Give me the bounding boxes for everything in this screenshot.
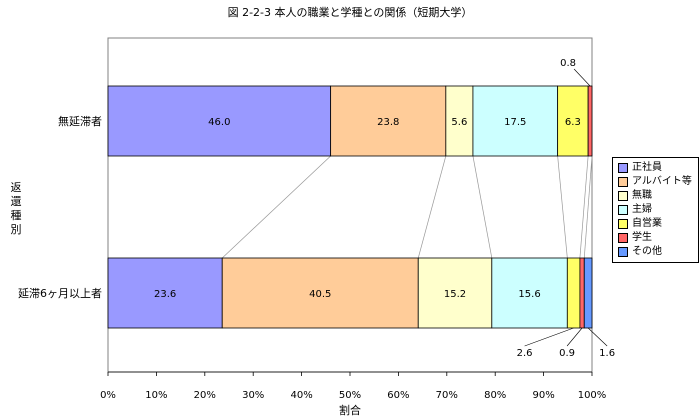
series-line [583,155,593,259]
series-line [221,155,331,259]
leader-line [524,327,574,347]
x-tick-label: 30% [242,390,264,401]
legend-swatch [618,177,628,187]
category-label: 無延滞者 [58,114,102,128]
bar-segment [417,257,493,329]
legend: 正社員アルバイト等 無職主婦自営業学生その他 [612,157,699,263]
value-labels: 46.0 23.8 5.6 17.5 6.3 0.8 23.6 40.5 15.2 15.6 2.6… [154,58,615,359]
legend-swatch [618,219,628,229]
x-tick-label: 40% [290,390,312,401]
x-tick-label: 60% [387,390,409,401]
leader-line [587,327,608,347]
x-axis-label: 割合 [339,403,361,417]
data-label: 6.3 [565,117,581,128]
y-axis-label-char: 返 [11,181,22,194]
x-tick-label: 90% [532,390,554,401]
x-tick-label: 80% [484,390,506,401]
series-lines [221,155,593,259]
series-line [579,155,589,259]
legend-label: その他 [632,246,662,257]
bar-segment [330,85,447,157]
leader-line [566,327,583,347]
leader-line [573,68,591,87]
legend-label: アルバイト等 [632,176,692,187]
bar-segment [221,257,419,329]
x-tick-label: 20% [194,390,216,401]
bar-segment [583,257,593,329]
data-label: 0.9 [559,348,575,359]
data-label: 15.6 [518,289,540,300]
legend-label: 無職 [632,190,652,201]
bar-segment [491,257,568,329]
data-label: 1.6 [599,348,615,359]
legend-item: 学生 [618,231,692,245]
y-axis-label-char: 還 [11,195,22,208]
legend-item: 正社員 [618,161,692,175]
legend-item: アルバイト等 [618,175,692,189]
bar-segment [587,85,593,157]
bar-segment [107,257,223,329]
y-axis-label-char: 別 [11,223,22,236]
bar-segment [579,257,585,329]
bar-segment [566,257,581,329]
data-label: 2.6 [517,348,533,359]
legend-label: 学生 [632,232,652,243]
data-label: 46.0 [208,117,230,128]
data-label: 40.5 [309,289,331,300]
x-tick-label: 50% [339,390,361,401]
x-axis: 0% 10% 20% 30% 40% 50% 60% 70% 80% 90% 100% [100,371,607,401]
legend-label: 正社員 [632,162,662,173]
x-tick-label: 10% [145,390,167,401]
legend-item: 自営業 [618,217,692,231]
legend-swatch [618,247,628,257]
x-tick-label: 100% [578,390,607,401]
bar-segment [557,85,589,157]
data-label: 17.5 [504,117,526,128]
legend-label: 主婦 [632,204,652,215]
legend-swatch [618,191,628,201]
legend-item: 無職 [618,189,692,203]
legend-swatch [618,163,628,173]
x-tick-label: 70% [436,390,458,401]
series-line [472,155,493,259]
bar-segment [472,85,559,157]
chart-title: 図 2-2-3 本人の職業と学種との関係（短期大学） [228,5,473,19]
legend-label: 自営業 [632,218,662,229]
y-axis-label-char: 種 [11,208,22,222]
data-label: 0.8 [560,58,576,69]
x-tick-label: 0% [100,390,116,401]
legend-item: 主婦 [618,203,692,217]
series-line [557,155,568,259]
bar-segment [445,85,474,157]
series-line [417,155,447,259]
legend-swatch [618,205,628,215]
category-label: 延滞6ヶ月以上者 [18,287,102,300]
bars [107,85,593,329]
legend-swatch [618,233,628,243]
legend-item: その他 [618,245,692,259]
data-label: 23.6 [154,289,176,300]
data-label: 23.8 [377,117,399,128]
data-label: 5.6 [451,117,467,128]
data-label: 15.2 [444,289,466,300]
